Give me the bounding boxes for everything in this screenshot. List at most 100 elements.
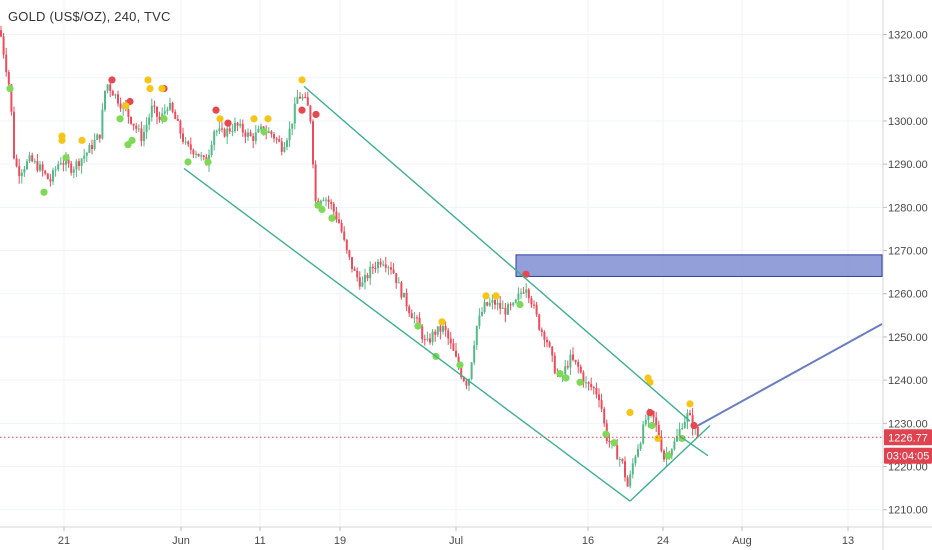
candle-up bbox=[75, 161, 78, 170]
candle-up bbox=[631, 463, 634, 475]
candle-up bbox=[683, 421, 686, 428]
candle-up bbox=[260, 126, 262, 129]
candle-down bbox=[418, 317, 421, 327]
trendlines-layer[interactable] bbox=[0, 85, 883, 502]
y-tick-label: 1320.00 bbox=[888, 30, 928, 42]
candle-down bbox=[343, 231, 346, 240]
candle-up bbox=[104, 90, 106, 110]
signal-dot-green bbox=[260, 128, 268, 136]
candle-down bbox=[530, 298, 533, 305]
y-tick-label: 1230.00 bbox=[888, 418, 928, 430]
signal-dot-green bbox=[328, 214, 336, 222]
candle-down bbox=[621, 458, 624, 462]
signal-dot-green bbox=[610, 439, 618, 447]
signal-dot-green bbox=[62, 154, 70, 162]
candle-down bbox=[0, 30, 2, 37]
candle-down bbox=[78, 161, 80, 167]
candle-up bbox=[254, 132, 257, 141]
candle-down bbox=[486, 302, 489, 306]
channel-base-trendline[interactable] bbox=[629, 424, 711, 502]
x-tick-label: 19 bbox=[334, 535, 346, 547]
candle-down bbox=[533, 304, 535, 306]
symbol-title[interactable]: GOLD (US$/OZ), 240, TVC bbox=[8, 9, 171, 24]
candle-up bbox=[166, 109, 169, 112]
candle-down bbox=[130, 116, 132, 124]
candle-up bbox=[678, 428, 681, 437]
time-axis-background bbox=[0, 527, 932, 550]
candle-down bbox=[244, 132, 247, 137]
candle-down bbox=[5, 54, 8, 73]
channel-lower-trendline[interactable] bbox=[183, 167, 631, 502]
candle-down bbox=[429, 338, 431, 343]
candle-up bbox=[83, 155, 86, 159]
candle-down bbox=[574, 359, 577, 362]
y-tick-label: 1260.00 bbox=[888, 289, 928, 301]
candle-down bbox=[273, 134, 275, 139]
candle-down bbox=[249, 132, 252, 136]
signal-dot-green bbox=[414, 322, 422, 330]
candle-down bbox=[91, 145, 93, 150]
candle-down bbox=[572, 354, 574, 360]
candle-down bbox=[553, 355, 556, 374]
candle-down bbox=[309, 105, 312, 122]
candle-up bbox=[288, 128, 291, 141]
candle-up bbox=[629, 474, 632, 487]
signal-dot-red bbox=[212, 106, 220, 114]
channel-cut-trendline[interactable] bbox=[679, 435, 709, 457]
candle-down bbox=[179, 120, 182, 134]
candlestick-series bbox=[0, 25, 699, 489]
candle-down bbox=[499, 302, 502, 309]
candle-down bbox=[299, 96, 301, 99]
candle-up bbox=[475, 326, 478, 346]
y-tick-label: 1250.00 bbox=[888, 332, 928, 344]
candle-down bbox=[18, 166, 21, 177]
candle-down bbox=[10, 84, 13, 112]
drawing-tools-layer[interactable] bbox=[515, 254, 883, 277]
candle-up bbox=[20, 172, 23, 177]
candle-down bbox=[543, 331, 546, 340]
candle-up bbox=[377, 261, 379, 269]
signal-dot-yellow bbox=[492, 292, 500, 300]
candle-down bbox=[353, 268, 356, 271]
signal-dot-green bbox=[184, 158, 192, 166]
candle-down bbox=[535, 304, 538, 315]
candle-down bbox=[384, 264, 387, 268]
candle-up bbox=[483, 302, 486, 313]
candle-up bbox=[647, 412, 650, 420]
candle-down bbox=[590, 383, 593, 388]
candle-up bbox=[634, 456, 637, 464]
candle-down bbox=[340, 222, 343, 232]
candle-down bbox=[176, 118, 179, 121]
candle-down bbox=[416, 317, 418, 319]
candle-up bbox=[226, 128, 229, 137]
candle-down bbox=[657, 424, 660, 437]
candle-down bbox=[158, 116, 161, 120]
candle-down bbox=[49, 179, 52, 182]
candle-up bbox=[569, 354, 572, 368]
channel-upper-trendline[interactable] bbox=[303, 85, 691, 422]
candle-up bbox=[200, 155, 203, 157]
candle-down bbox=[379, 261, 382, 265]
candle-down bbox=[455, 350, 457, 357]
candle-down bbox=[335, 211, 338, 220]
signal-dot-yellow bbox=[78, 136, 86, 144]
candle-down bbox=[62, 163, 65, 165]
y-tick-label: 1290.00 bbox=[888, 159, 928, 171]
candle-up bbox=[496, 302, 499, 305]
signal-dot-yellow bbox=[122, 102, 130, 110]
candle-down bbox=[304, 96, 307, 98]
signal-dot-yellow bbox=[58, 132, 66, 140]
candle-down bbox=[119, 103, 122, 109]
projection-line[interactable] bbox=[697, 323, 883, 427]
signal-dot-green bbox=[576, 378, 584, 386]
candle-up bbox=[364, 275, 366, 283]
candle-down bbox=[408, 306, 411, 314]
signal-dot-green bbox=[128, 136, 136, 144]
supply-zone-rectangle[interactable] bbox=[515, 254, 883, 277]
candle-up bbox=[322, 199, 325, 201]
candle-up bbox=[23, 169, 26, 173]
signal-dot-yellow bbox=[146, 84, 154, 93]
candle-down bbox=[41, 164, 44, 171]
candle-down bbox=[132, 123, 135, 126]
